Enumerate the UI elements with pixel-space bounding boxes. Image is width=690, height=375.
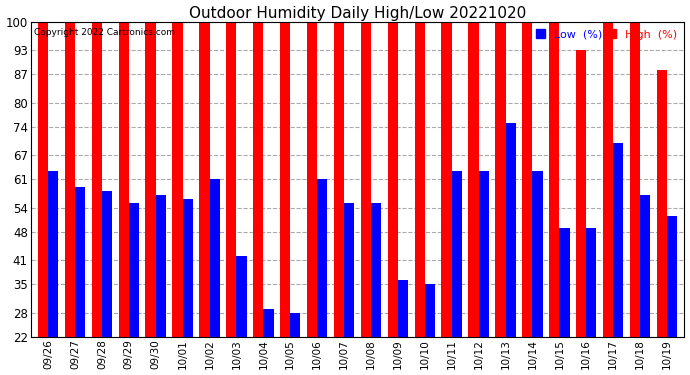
Bar: [398, 280, 408, 337]
Bar: [506, 123, 515, 337]
Bar: [361, 22, 371, 337]
Bar: [237, 256, 246, 337]
Title: Outdoor Humidity Daily High/Low 20221020: Outdoor Humidity Daily High/Low 20221020: [189, 6, 526, 21]
Bar: [344, 204, 354, 337]
Bar: [129, 204, 139, 337]
Bar: [156, 195, 166, 337]
Bar: [264, 309, 273, 337]
Bar: [415, 22, 425, 337]
Bar: [657, 70, 667, 337]
Bar: [522, 22, 533, 337]
Bar: [667, 216, 677, 337]
Bar: [307, 22, 317, 337]
Bar: [640, 195, 650, 337]
Bar: [210, 179, 219, 337]
Bar: [65, 22, 75, 337]
Bar: [102, 191, 112, 337]
Bar: [442, 22, 452, 337]
Bar: [495, 22, 506, 337]
Bar: [119, 22, 129, 337]
Bar: [38, 22, 48, 337]
Bar: [290, 312, 300, 337]
Bar: [253, 22, 264, 337]
Bar: [334, 22, 344, 337]
Bar: [603, 22, 613, 337]
Bar: [183, 200, 193, 337]
Bar: [630, 22, 640, 337]
Bar: [371, 204, 381, 337]
Bar: [425, 284, 435, 337]
Bar: [199, 22, 210, 337]
Legend: Low  (%), High  (%): Low (%), High (%): [534, 27, 679, 42]
Bar: [560, 228, 569, 337]
Text: Copyright 2022 Cartronics.com: Copyright 2022 Cartronics.com: [34, 28, 175, 37]
Bar: [469, 22, 479, 337]
Bar: [146, 22, 156, 337]
Bar: [452, 171, 462, 337]
Bar: [613, 143, 623, 337]
Bar: [317, 179, 327, 337]
Bar: [549, 22, 560, 337]
Bar: [75, 188, 85, 337]
Bar: [48, 171, 58, 337]
Bar: [172, 22, 183, 337]
Bar: [226, 22, 237, 337]
Bar: [533, 171, 542, 337]
Bar: [92, 22, 102, 337]
Bar: [280, 22, 290, 337]
Bar: [576, 50, 586, 337]
Bar: [388, 22, 398, 337]
Bar: [479, 171, 489, 337]
Bar: [586, 228, 596, 337]
